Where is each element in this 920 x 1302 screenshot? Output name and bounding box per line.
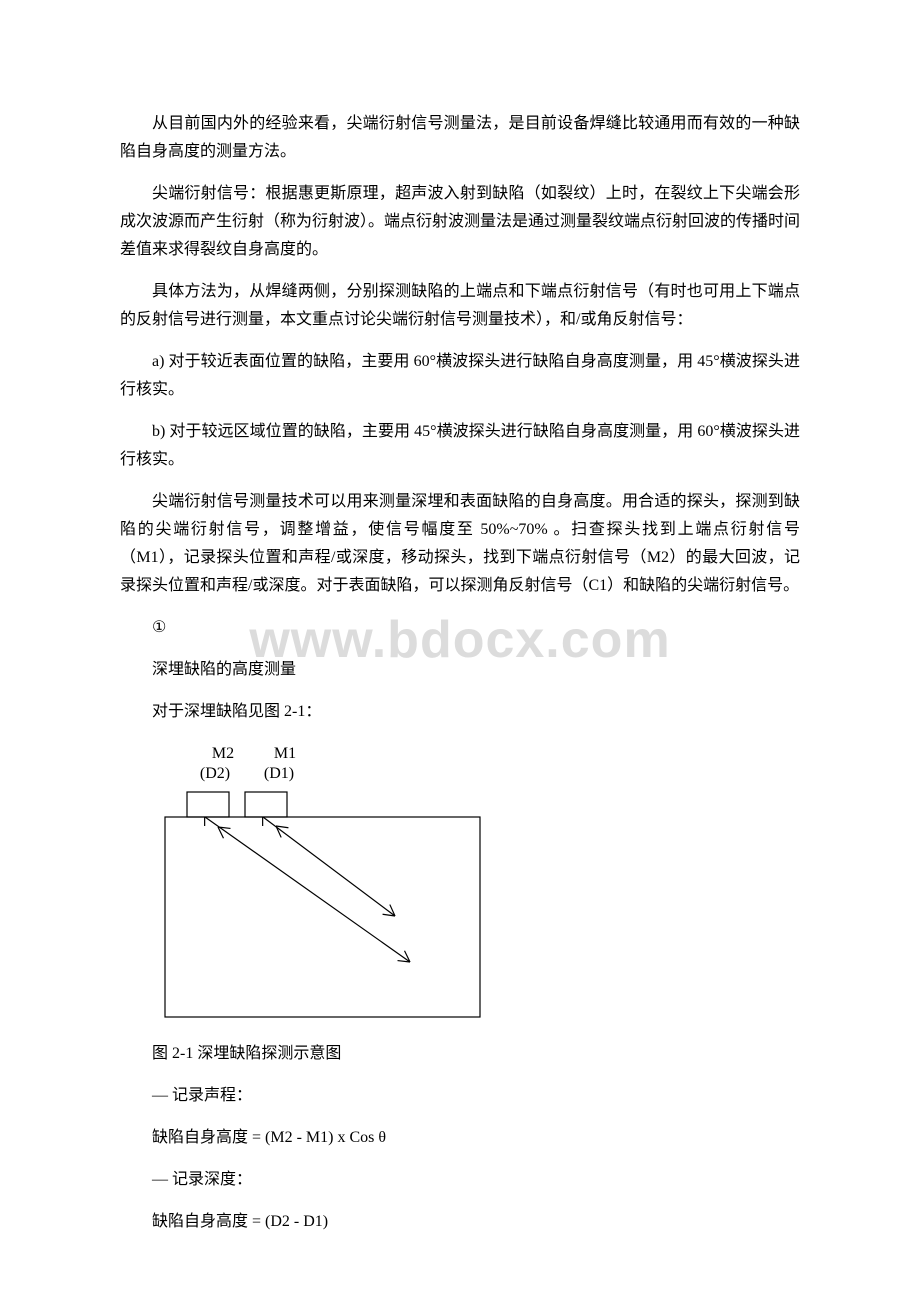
paragraph-intro: 从目前国内外的经验来看，尖端衍射信号测量法，是目前设备焊缝比较通用而有效的一种缺… (120, 110, 800, 166)
record-depth-label: — 记录深度： (120, 1166, 800, 1194)
formula-depth: 缺陷自身高度 = (D2 - D1) (120, 1208, 800, 1236)
paragraph-item-a: a) 对于较近表面位置的缺陷，主要用 60°横波探头进行缺陷自身高度测量，用 4… (120, 348, 800, 404)
svg-text:(D1): (D1) (264, 765, 294, 782)
paragraph-method: 具体方法为，从焊缝两侧，分别探测缺陷的上端点和下端点衍射信号（有时也可用上下端点… (120, 278, 800, 334)
svg-text:M2: M2 (212, 745, 234, 762)
diagram-2-1: M2 (D2) M1 (D1) (155, 744, 800, 1022)
paragraph-principle: 尖端衍射信号：根据惠更斯原理，超声波入射到缺陷（如裂纹）上时，在裂纹上下尖端会形… (120, 180, 800, 264)
svg-text:(D2): (D2) (200, 765, 230, 782)
document-body: 从目前国内外的经验来看，尖端衍射信号测量法，是目前设备焊缝比较通用而有效的一种缺… (120, 110, 800, 1236)
paragraph-technique: 尖端衍射信号测量技术可以用来测量深埋和表面缺陷的自身高度。用合适的探头，探测到缺… (120, 488, 800, 600)
figure-reference: 对于深埋缺陷见图 2-1： (120, 698, 800, 726)
paragraph-item-b: b) 对于较远区域位置的缺陷，主要用 45°横波探头进行缺陷自身高度测量，用 6… (120, 418, 800, 474)
figure-caption: 图 2-1 深埋缺陷探测示意图 (120, 1040, 800, 1068)
svg-text:M1: M1 (274, 745, 296, 762)
diagram-svg: M2 (D2) M1 (D1) (155, 744, 485, 1022)
circled-number-1: ① (120, 614, 800, 642)
heading-deep-defect: 深埋缺陷的高度测量 (120, 656, 800, 684)
formula-path: 缺陷自身高度 = (M2 - M1) x Cos θ (120, 1124, 800, 1152)
record-path-label: — 记录声程： (120, 1082, 800, 1110)
